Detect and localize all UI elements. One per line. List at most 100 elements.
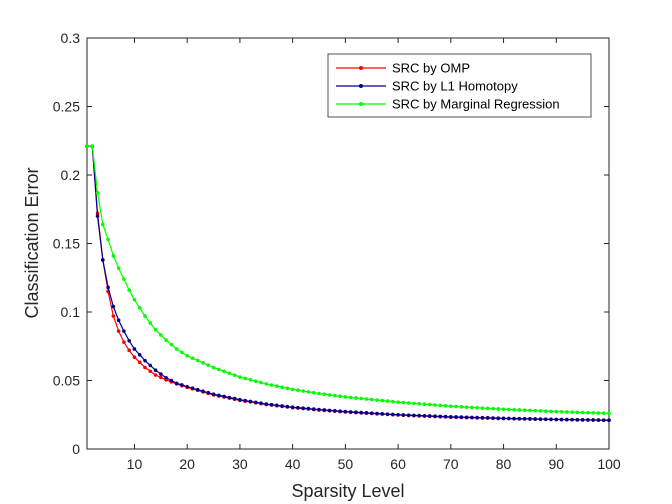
- data-point: [243, 376, 247, 381]
- data-point: [575, 417, 580, 422]
- data-point: [565, 417, 569, 422]
- data-point: [348, 410, 353, 414]
- data-point: [211, 392, 216, 397]
- data-point: [148, 321, 153, 325]
- data-point: [311, 407, 316, 411]
- data-point: [174, 381, 179, 386]
- data-point: [101, 222, 105, 227]
- data-point: [559, 417, 564, 422]
- data-point: [201, 389, 205, 393]
- data-point: [195, 358, 200, 363]
- data-point: [449, 415, 453, 419]
- data-point: [491, 416, 495, 420]
- data-point: [559, 409, 564, 414]
- data-point: [591, 411, 595, 415]
- data-point: [164, 338, 168, 342]
- data-point: [385, 412, 390, 416]
- data-point: [153, 328, 158, 332]
- data-point: [401, 413, 406, 417]
- data-point: [111, 314, 116, 318]
- data-point: [143, 358, 147, 363]
- data-point: [148, 369, 153, 374]
- series-line: [87, 145, 610, 414]
- data-point: [485, 406, 490, 411]
- data-point: [501, 416, 506, 421]
- data-point: [333, 408, 337, 413]
- data-point: [538, 409, 543, 413]
- data-point: [253, 400, 258, 405]
- data-point: [591, 418, 595, 422]
- data-point: [164, 375, 168, 380]
- data-point: [185, 384, 189, 389]
- data-point: [422, 413, 427, 418]
- data-point: [607, 411, 611, 416]
- data-point: [565, 410, 569, 414]
- data-point: [280, 404, 284, 408]
- data-point: [111, 304, 116, 309]
- data-point: [116, 318, 121, 323]
- data-point: [169, 378, 174, 383]
- data-point: [454, 404, 458, 409]
- data-point: [601, 411, 606, 416]
- data-point: [222, 369, 226, 374]
- data-point: [122, 329, 126, 333]
- data-point: [185, 354, 189, 358]
- data-point: [570, 417, 574, 422]
- series-line: [87, 145, 610, 421]
- data-point: [264, 382, 269, 386]
- data-point: [290, 405, 295, 410]
- x-tick-label: 50: [338, 456, 354, 472]
- data-point: [475, 405, 479, 410]
- data-point: [180, 350, 184, 355]
- data-point: [586, 418, 590, 422]
- data-point: [354, 396, 358, 400]
- data-point: [354, 410, 358, 415]
- data-point: [343, 395, 348, 399]
- data-point: [322, 408, 327, 412]
- series-layer: [85, 144, 611, 423]
- data-point: [512, 407, 516, 412]
- data-point: [427, 402, 432, 407]
- data-point: [533, 417, 537, 421]
- data-point: [438, 414, 443, 419]
- data-point: [396, 400, 400, 404]
- data-point: [575, 410, 580, 415]
- data-point: [106, 237, 110, 242]
- x-axis-label: Sparsity Level: [291, 481, 404, 501]
- data-point: [211, 365, 216, 370]
- data-point: [533, 408, 537, 413]
- data-point: [259, 380, 263, 385]
- data-point: [417, 401, 421, 406]
- data-point: [359, 396, 363, 401]
- legend-marker: [359, 84, 363, 88]
- data-point: [259, 401, 263, 405]
- data-point: [159, 375, 163, 380]
- data-point: [375, 411, 379, 416]
- data-point: [391, 399, 395, 404]
- data-point: [195, 387, 200, 392]
- data-point: [122, 277, 126, 281]
- data-point: [543, 417, 548, 421]
- x-tick-label: 60: [390, 456, 406, 472]
- data-point: [301, 406, 305, 410]
- x-tick-label: 70: [443, 456, 459, 472]
- data-point: [522, 416, 527, 421]
- data-point: [95, 191, 100, 195]
- data-point: [396, 412, 400, 417]
- data-point: [391, 412, 395, 417]
- data-point: [111, 254, 116, 258]
- data-point: [406, 401, 411, 405]
- data-point: [433, 403, 437, 407]
- data-point: [359, 410, 363, 415]
- data-point: [348, 395, 353, 400]
- data-point: [364, 397, 369, 401]
- data-point: [275, 384, 279, 388]
- legend-marker: [359, 102, 363, 106]
- data-point: [127, 288, 131, 292]
- data-point: [417, 413, 421, 418]
- data-point: [549, 409, 553, 414]
- data-point: [137, 306, 142, 310]
- data-point: [137, 353, 142, 357]
- data-point: [596, 418, 601, 422]
- data-point: [601, 418, 606, 422]
